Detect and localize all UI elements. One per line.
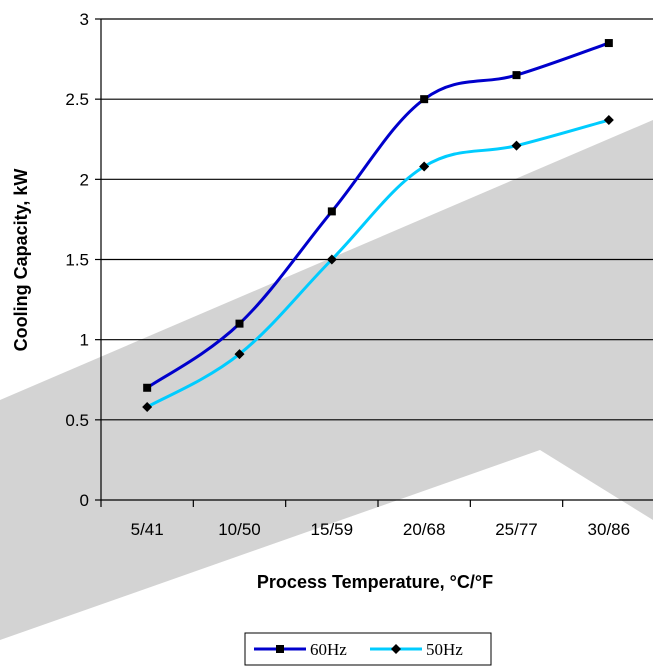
data-point-50Hz [419, 161, 430, 172]
x-tick-label: 10/50 [218, 520, 261, 539]
data-point-60Hz [143, 383, 152, 392]
x-axis-title: Process Temperature, °C/°F [257, 572, 493, 592]
watermark-shape [0, 120, 653, 640]
data-point-50Hz [511, 140, 522, 151]
legend-label-60Hz: 60Hz [310, 640, 347, 659]
data-point-50Hz [234, 349, 245, 360]
legend: 60Hz 50Hz [244, 632, 492, 666]
x-tick-labels: 5/41 10/50 15/59 20/68 25/77 30/86 [131, 520, 630, 539]
data-point-60Hz [420, 95, 429, 104]
x-tick-label: 5/41 [131, 520, 164, 539]
data-point-60Hz [235, 319, 244, 328]
data-point-60Hz [512, 71, 521, 80]
y-axis-title: Cooling Capacity, kW [11, 169, 31, 352]
y-tick-labels: 0 0.5 1 1.5 2 2.5 3 [65, 10, 89, 510]
data-point-60Hz [327, 207, 336, 216]
x-tick-label: 25/77 [495, 520, 538, 539]
axes [95, 18, 653, 507]
y-tick-label: 0.5 [65, 411, 89, 430]
series-markers [142, 39, 614, 413]
x-tick-label: 20/68 [403, 520, 446, 539]
x-tick-label: 30/86 [588, 520, 631, 539]
grid-lines [101, 18, 653, 421]
data-point-60Hz [604, 39, 613, 48]
y-tick-label: 1.5 [65, 251, 89, 270]
legend-marker-50Hz [391, 644, 401, 654]
y-tick-label: 2 [80, 170, 89, 189]
y-tick-label: 2.5 [65, 90, 89, 109]
data-point-50Hz [603, 115, 614, 126]
y-tick-label: 3 [80, 10, 89, 29]
data-point-50Hz [326, 254, 337, 265]
data-point-50Hz [142, 402, 153, 413]
legend-label-50Hz: 50Hz [426, 640, 463, 659]
y-tick-label: 1 [80, 331, 89, 350]
x-tick-label: 15/59 [311, 520, 354, 539]
legend-marker-60Hz [276, 645, 284, 653]
y-tick-label: 0 [80, 491, 89, 510]
